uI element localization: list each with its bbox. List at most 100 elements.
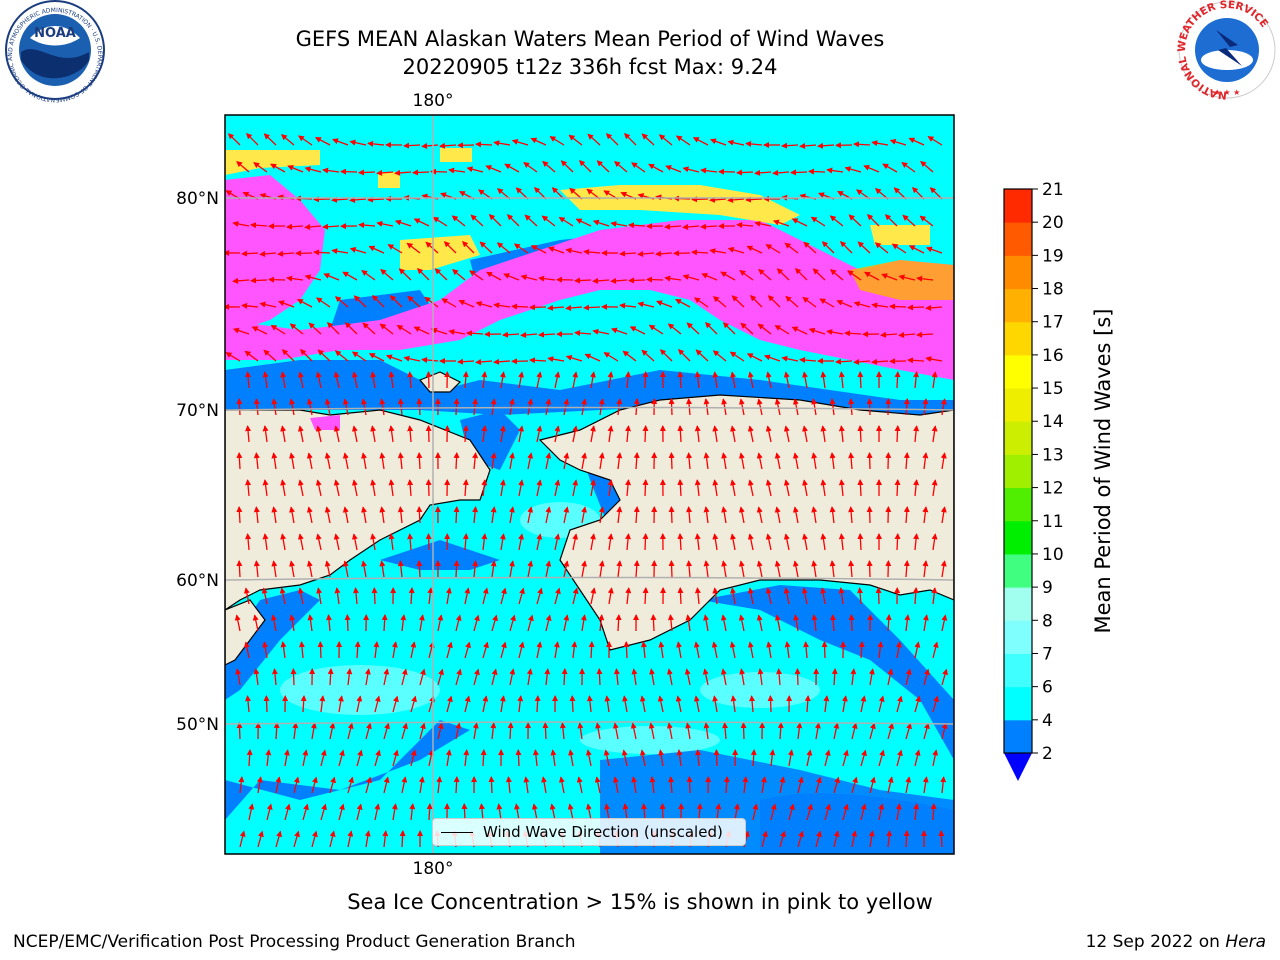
wave-direction-arrow [812,268,826,281]
wave-direction-arrow [630,722,637,740]
wave-direction-arrow [623,132,637,146]
wave-direction-arrow [823,695,830,713]
wave-direction-arrow [749,294,763,308]
footer-host: Hera [1225,932,1266,952]
wave-direction-arrow [545,560,552,578]
wave-direction-arrow [523,162,538,173]
wave-direction-arrow [253,398,260,416]
wave-direction-arrow [703,614,710,632]
wave-direction-arrow [667,323,682,335]
wave-direction-arrow [376,169,394,176]
wave-direction-arrow [283,749,290,767]
wave-direction-arrow [893,187,907,200]
wave-direction-arrow [677,348,691,362]
wave-direction-arrow [370,425,377,443]
lat-label-50: 50°N [176,715,219,735]
wave-direction-arrow [792,398,799,416]
wave-direction-arrow [565,354,583,362]
wave-direction-arrow [478,803,485,821]
wave-direction-arrow [908,137,925,146]
wave-direction-arrow [615,614,622,632]
wave-direction-arrow [527,506,534,524]
wave-direction-arrow [361,560,367,578]
wave-direction-arrow [235,668,242,686]
wave-direction-arrow [729,641,736,659]
wave-direction-arrow [783,425,790,443]
wave-direction-arrow [271,560,278,578]
wave-direction-arrow [658,134,673,146]
wave-direction-arrow [389,295,403,308]
wave-direction-arrow [511,303,529,310]
wave-direction-arrow [462,479,469,497]
wave-direction-arrow [383,776,390,794]
wave-direction-arrow [894,371,901,389]
wave-direction-arrow [299,348,313,362]
wave-direction-arrow [315,533,322,551]
wave-direction-arrow [839,240,853,254]
wave-direction-arrow [370,479,377,497]
colorbar-bin [1004,421,1032,455]
wave-direction-arrow [850,668,857,686]
wave-direction-arrow [842,803,849,821]
wave-direction-arrow [399,830,406,848]
wave-direction-arrow [563,506,570,524]
wave-direction-arrow [273,722,280,740]
wave-direction-arrow [659,803,666,821]
wave-direction-arrow [488,213,502,227]
wave-direction-arrow [745,196,763,203]
wave-direction-arrow [496,803,503,821]
wave-direction-arrow [400,614,407,632]
wave-direction-arrow [625,479,632,497]
wave-direction-arrow [820,587,827,605]
wave-direction-arrow [878,803,885,821]
wave-direction-arrow [520,331,538,338]
colorbar-tick-label: 10 [1042,545,1064,565]
wave-direction-arrow [236,398,243,416]
wave-direction-arrow [558,216,574,227]
wave-direction-arrow [730,479,736,497]
wave-direction-arrow [792,452,799,470]
wave-direction-arrow [730,371,736,389]
wave-direction-arrow [794,267,808,281]
wave-direction-arrow [820,425,827,443]
wave-direction-arrow [598,614,605,632]
wave-direction-arrow [333,425,340,443]
wave-direction-arrow [722,722,729,740]
wave-direction-arrow [500,587,507,605]
wave-direction-arrow [270,163,286,173]
wave-direction-arrow [319,695,326,713]
wave-direction-arrow [531,803,538,821]
wave-direction-arrow [765,371,772,389]
wave-direction-arrow [685,722,692,740]
wave-direction-arrow [565,247,583,254]
wave-direction-arrow [656,300,673,308]
wave-direction-arrow [811,614,818,632]
wave-direction-arrow [367,140,385,147]
wave-direction-arrow [738,398,745,416]
wave-direction-arrow [721,560,728,578]
wave-direction-arrow [894,479,901,497]
wave-direction-arrow [932,749,939,767]
wave-direction-arrow [811,398,818,416]
wave-direction-arrow [631,776,638,794]
wave-direction-arrow [612,722,619,740]
wave-direction-arrow [290,668,297,686]
wave-direction-arrow [830,269,844,281]
wave-direction-arrow [756,452,763,470]
wave-direction-arrow [754,220,772,227]
wave-direction-arrow [234,614,241,632]
wave-direction-arrow [811,560,818,578]
wave-direction-arrow [253,162,268,173]
wave-direction-arrow [518,479,525,497]
wave-direction-arrow [232,327,250,335]
wave-direction-arrow [287,165,304,173]
wave-direction-arrow [738,506,745,524]
wave-direction-arrow [712,479,719,497]
wave-direction-arrow [452,268,466,281]
wave-direction-arrow [326,321,340,335]
wave-direction-arrow [270,614,277,632]
wave-direction-arrow [434,268,448,281]
lon-label-top: 180° [413,91,454,111]
wave-direction-arrow [397,506,404,524]
wave-direction-arrow [829,452,836,470]
